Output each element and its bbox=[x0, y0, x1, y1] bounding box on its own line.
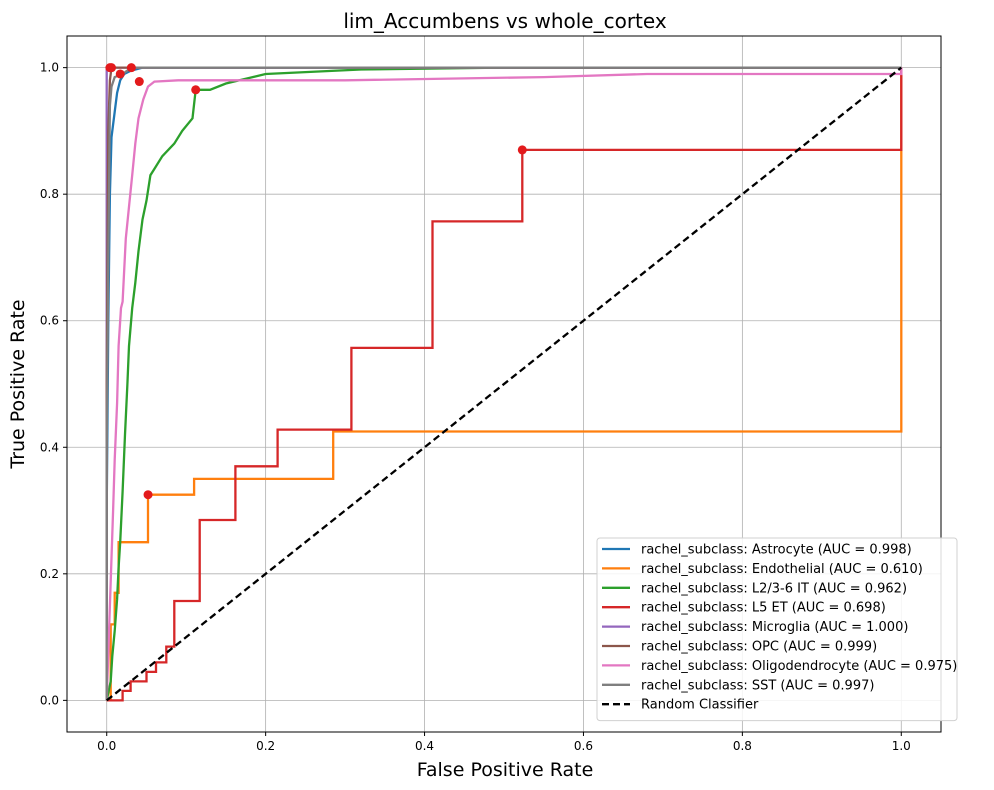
y-tick-label-5: 1.0 bbox=[40, 61, 59, 75]
optimal-point-marker-1 bbox=[143, 490, 153, 500]
roc-curve-2 bbox=[105, 66, 902, 701]
legend-label-3: rachel_subclass: L5 ET (AUC = 0.698) bbox=[641, 601, 886, 616]
plot-frame bbox=[66, 35, 942, 733]
x-tick-label-3: 0.6 bbox=[574, 739, 593, 753]
x-tick-label-1: 0.2 bbox=[256, 739, 275, 753]
optimal-point-marker-7 bbox=[126, 63, 136, 73]
y-axis-title: True Positive Rate bbox=[7, 299, 29, 469]
x-axis-title: False Positive Rate bbox=[417, 759, 594, 781]
legend: rachel_subclass: Astrocyte (AUC = 0.998)… bbox=[596, 537, 958, 722]
random-classifier-line bbox=[105, 66, 903, 702]
optimal-point-marker-5 bbox=[106, 63, 116, 73]
roc-curve-6 bbox=[105, 67, 903, 701]
marker-layer bbox=[105, 63, 527, 500]
x-tick-label-2: 0.4 bbox=[415, 739, 434, 753]
y-tick-label-4: 0.8 bbox=[40, 187, 59, 201]
legend-box bbox=[596, 537, 958, 722]
y-tick-label-3: 0.6 bbox=[40, 314, 59, 328]
x-tick-label-5: 1.0 bbox=[892, 739, 911, 753]
optimal-point-marker-3 bbox=[517, 145, 527, 155]
y-tick-label-2: 0.4 bbox=[40, 440, 59, 454]
legend-label-6: rachel_subclass: Oligodendrocyte (AUC = … bbox=[641, 659, 957, 674]
legend-label-4: rachel_subclass: Microglia (AUC = 1.000) bbox=[641, 620, 908, 635]
legend-label-8: Random Classifier bbox=[641, 698, 759, 713]
roc-curve-3 bbox=[106, 67, 903, 702]
legend-label-5: rachel_subclass: OPC (AUC = 0.999) bbox=[641, 640, 877, 655]
roc-curve-1 bbox=[106, 67, 903, 702]
legend-label-2: rachel_subclass: L2/3-6 IT (AUC = 0.962) bbox=[641, 581, 907, 596]
y-tick-label-1: 0.2 bbox=[40, 567, 59, 581]
legend-label-0: rachel_subclass: Astrocyte (AUC = 0.998) bbox=[641, 543, 912, 558]
x-tick-label-0: 0.0 bbox=[97, 739, 116, 753]
optimal-point-marker-2 bbox=[191, 85, 201, 95]
optimal-point-marker-0 bbox=[115, 69, 125, 79]
optimal-point-marker-6 bbox=[134, 77, 144, 87]
legend-label-1: rachel_subclass: Endothelial (AUC = 0.61… bbox=[641, 562, 923, 577]
x-tick-label-4: 0.8 bbox=[733, 739, 752, 753]
legend-label-7: rachel_subclass: SST (AUC = 0.997) bbox=[641, 678, 874, 693]
grid-lines bbox=[67, 36, 941, 732]
chart-title: lim_Accumbens vs whole_cortex bbox=[343, 9, 667, 33]
axes: 0.0 0.2 0.4 0.6 0.8 1.0 0.0 0.2 0.4 0.6 0.8 1.0 bbox=[40, 35, 942, 753]
y-tick-label-0: 0.0 bbox=[40, 693, 59, 707]
